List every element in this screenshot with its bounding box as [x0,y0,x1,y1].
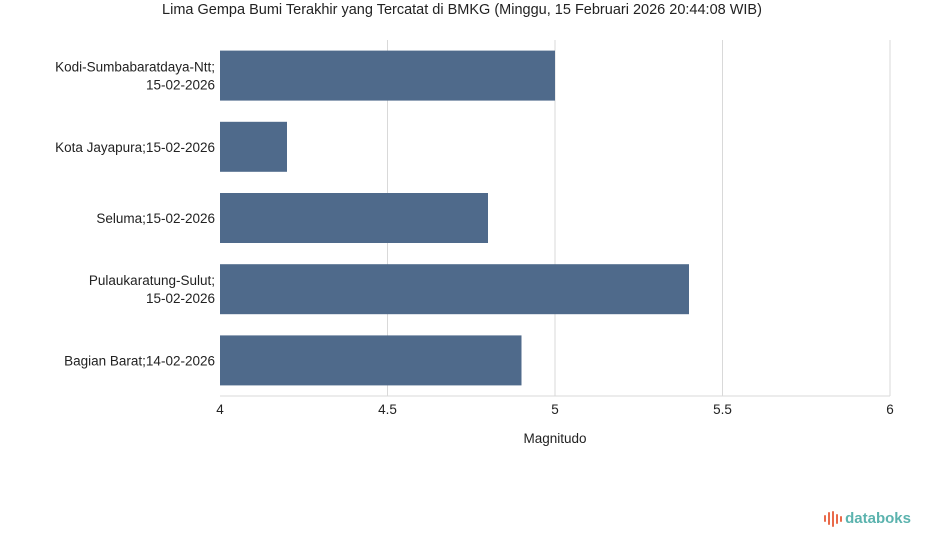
category-label: Seluma;15-02-2026 [96,211,215,226]
category-label: Kota Jayapura;15-02-2026 [55,140,215,155]
x-tick-labels: 4 4.5 5 5.5 6 [216,402,894,417]
x-tick-label: 5 [551,402,559,417]
bar [220,50,555,101]
bar [220,121,287,172]
brand-name: databoks [845,510,911,527]
x-tick-label: 4 [216,402,224,417]
category-label: Pulaukaratung-Sulut; [89,273,215,288]
x-tick-label: 4.5 [378,402,397,417]
databoks-bars-icon [824,510,843,527]
category-label: Bagian Barat;14-02-2026 [64,353,215,368]
x-tick-label: 5.5 [713,402,732,417]
category-label: 15-02-2026 [146,291,215,306]
x-axis-label: Magnitudo [523,431,586,446]
bar [220,264,689,315]
bar [220,193,488,243]
chart-title: Lima Gempa Bumi Terakhir yang Tercatat d… [162,2,762,18]
databoks-logo: databoks [824,510,911,527]
category-labels: Kodi-Sumbabaratdaya-Ntt; 15-02-2026 Kota J… [55,60,215,369]
category-label: Kodi-Sumbabaratdaya-Ntt; [55,60,215,75]
x-tick-label: 6 [886,402,894,417]
bars [220,50,689,386]
category-label: 15-02-2026 [146,78,215,93]
bar [220,335,522,386]
